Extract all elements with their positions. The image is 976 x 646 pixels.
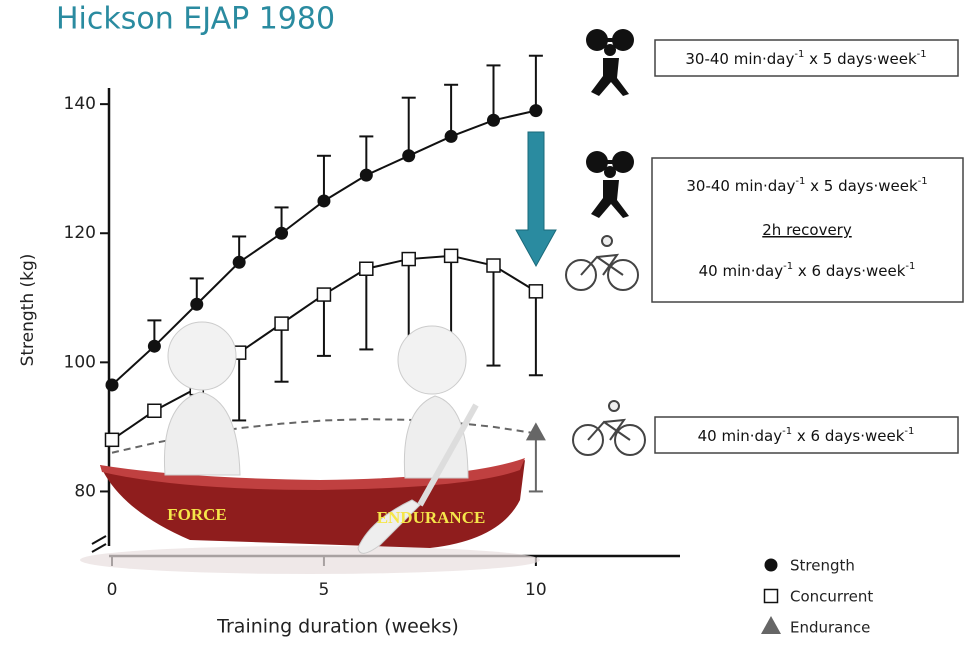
canoe-label: FORCE — [167, 505, 227, 524]
protocol-segment: x 6 days·week — [792, 427, 905, 445]
protocol-segment: x 5 days·week — [804, 50, 917, 68]
protocol-segment: 40 min·day — [698, 427, 783, 445]
legend-label: Concurrent — [790, 588, 873, 606]
data-point — [402, 149, 416, 163]
data-point — [401, 251, 416, 267]
protocol-text: 40 min·day-1 x 6 days·week-1 — [698, 426, 915, 445]
protocol-box — [654, 39, 959, 77]
canoe-label: ENDURANCE — [377, 508, 486, 527]
data-point — [275, 226, 289, 240]
superscript: -1 — [918, 176, 928, 187]
superscript: -1 — [794, 49, 804, 60]
x-tick-label: 0 — [107, 580, 118, 600]
y-tick-label: 140 — [64, 94, 96, 114]
protocol-segment: 30-40 min·day — [686, 177, 795, 195]
data-point — [443, 248, 459, 264]
data-point — [529, 104, 543, 118]
plot-area: 80 100 120 140 0 5 10 — [64, 54, 781, 634]
data-point — [147, 339, 161, 353]
data-point — [274, 316, 289, 331]
protocol-segment: x 5 days·week — [805, 177, 918, 195]
legend-label: Strength — [790, 557, 855, 575]
protocol-text: 2h recovery — [762, 221, 852, 239]
superscript: -1 — [905, 261, 915, 272]
protocol-box — [651, 157, 964, 303]
data-point — [232, 255, 246, 269]
y-tick-label: 100 — [64, 352, 96, 372]
legend-label: Endurance — [790, 619, 870, 637]
data-point — [316, 287, 332, 302]
protocol-text: 30-40 min·day-1 x 5 days·week-1 — [686, 176, 927, 195]
superscript: -1 — [904, 426, 914, 437]
axis-break — [91, 535, 107, 553]
superscript: -1 — [782, 426, 792, 437]
protocol-text: 40 min·day-1 x 6 days·week-1 — [699, 261, 916, 280]
data-point — [190, 297, 204, 311]
protocol-segment: 2h recovery — [762, 221, 852, 239]
x-tick-label: 5 — [319, 580, 330, 600]
data-point — [147, 403, 162, 419]
superscript: -1 — [917, 49, 927, 60]
data-point — [317, 194, 331, 208]
legend-marker — [764, 558, 778, 572]
protocol-box — [654, 416, 959, 454]
x-axis-label: Training duration (weeks) — [216, 616, 459, 638]
x-tick-label: 10 — [525, 580, 547, 600]
y-axis-label: Strength (kg) — [18, 254, 38, 367]
data-point — [486, 113, 500, 127]
data-point — [528, 284, 544, 299]
chart-title: Hickson EJAP 1980 — [56, 2, 335, 37]
y-tick-label: 80 — [74, 481, 96, 501]
canoe-illustration: FORCE ENDURANCE — [80, 321, 540, 574]
arrow — [515, 131, 557, 268]
data-point — [105, 378, 119, 392]
data-point — [359, 168, 373, 182]
data-point — [359, 261, 374, 276]
data-point — [486, 258, 501, 273]
legend-marker — [763, 588, 779, 604]
superscript: -1 — [783, 261, 793, 272]
protocol-segment: 40 min·day — [699, 262, 784, 280]
protocol-segment: x 6 days·week — [793, 262, 906, 280]
superscript: -1 — [795, 176, 805, 187]
data-point — [525, 422, 546, 441]
protocol-text: 30-40 min·day-1 x 5 days·week-1 — [685, 49, 926, 68]
legend-marker — [761, 616, 781, 634]
data-point — [444, 129, 458, 143]
icons — [565, 29, 646, 456]
data-point — [104, 432, 120, 448]
protocol-segment: 30-40 min·day — [685, 50, 794, 68]
y-tick-label: 120 — [64, 223, 96, 243]
